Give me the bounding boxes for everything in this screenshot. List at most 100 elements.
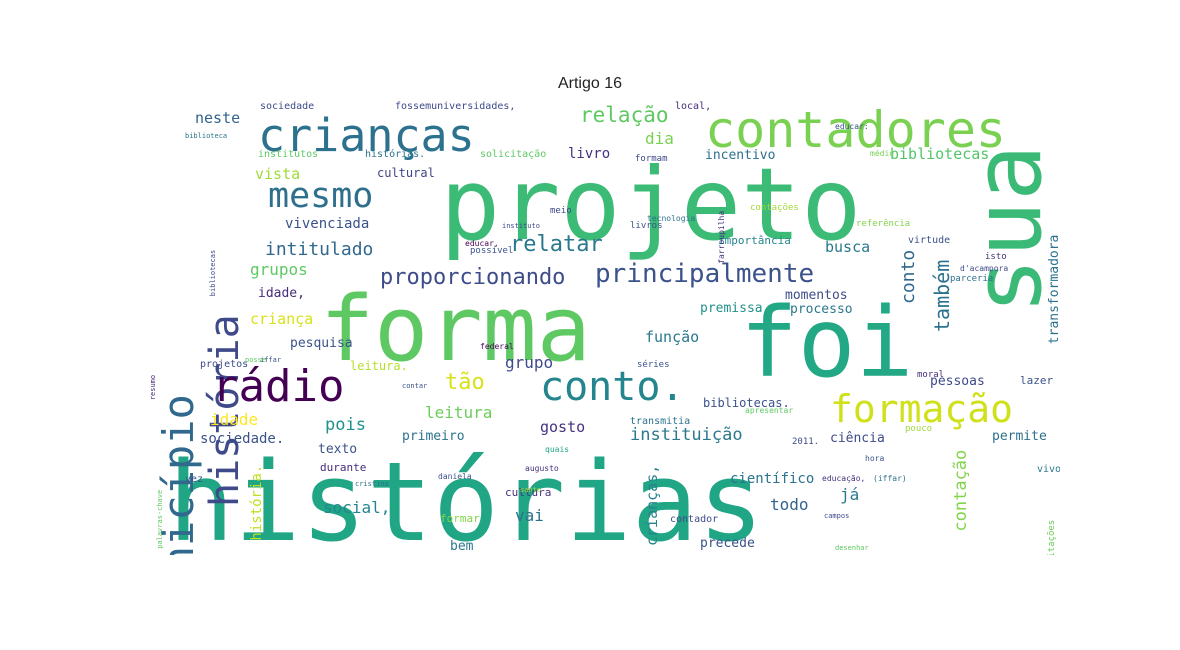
cloud-word: pouco <box>905 424 933 434</box>
cloud-word: principalmente <box>595 259 815 289</box>
cloud-word: incentivo <box>705 148 776 163</box>
cloud-word: lazer <box>1020 374 1054 387</box>
cloud-word: neste <box>195 109 241 127</box>
cloud-word: idade, <box>258 286 305 301</box>
cloud-word: leitura <box>425 403 493 422</box>
cloud-word: gosto <box>540 418 586 436</box>
cloud-word: daniela <box>438 472 472 481</box>
cloud-word: contadores <box>705 101 1007 159</box>
cloud-word: solicitação <box>480 149 547 160</box>
cloud-word: social, <box>323 498 391 517</box>
cloud-word: sociedade <box>260 101 315 112</box>
cloud-word: formação <box>830 387 1014 431</box>
cloud-word: momentos <box>785 288 848 303</box>
cloud-word: relação <box>580 103 669 127</box>
cloud-word: bibliotecas. <box>703 396 790 410</box>
cloud-word: texto <box>318 442 358 457</box>
cloud-word: pesquisa <box>290 336 353 351</box>
cloud-word: possível <box>470 246 514 256</box>
cloud-word: proporcionando <box>380 265 566 290</box>
cloud-word: referência <box>856 219 911 229</box>
cloud-word: meio <box>550 206 572 216</box>
cloud-word: cristina <box>355 480 389 488</box>
cloud-word: precede <box>700 536 755 551</box>
cloud-word: crianças <box>258 109 475 162</box>
cloud-word: augusto <box>525 464 559 473</box>
cloud-word: transmitia <box>630 416 691 427</box>
cloud-word: vai <box>515 506 544 525</box>
cloud-word: cultural <box>377 166 435 180</box>
word-cloud: histórias projeto forma sua foi crianças conta… <box>140 95 1060 556</box>
cloud-word: contar <box>402 382 428 390</box>
cloud-word: contações <box>750 203 799 213</box>
cloud-word: parceria <box>950 274 994 284</box>
cloud-word: 2011. <box>792 437 820 447</box>
cloud-word: conto <box>898 249 919 304</box>
cloud-word: farroupilha <box>717 210 726 264</box>
cloud-word: intitulado <box>265 239 374 260</box>
cloud-word: instituição <box>630 425 743 445</box>
cloud-word: pessoas <box>930 374 985 389</box>
cloud-word: iffar <box>260 356 282 364</box>
cloud-word: bibliotecas <box>890 145 990 163</box>
cloud-word: moral <box>917 370 945 380</box>
cloud-word: educar: <box>835 122 869 131</box>
cloud-word: história. <box>249 464 265 541</box>
cloud-word: santo <box>520 486 542 494</box>
cloud-word: solicitações <box>1047 519 1057 555</box>
cloud-word: (iffar) <box>873 474 907 483</box>
cloud-word: bibliotecas <box>209 249 217 297</box>
cloud-word: médio <box>870 149 895 158</box>
cloud-word: durante <box>320 461 367 474</box>
cloud-word: permite <box>992 429 1047 444</box>
cloud-word: isto <box>985 252 1007 262</box>
cloud-word: sua <box>954 144 1060 315</box>
cloud-word: dia <box>645 129 674 148</box>
cloud-word: crianças, <box>643 464 661 546</box>
cloud-word: vez <box>185 474 204 485</box>
cloud-word: também <box>930 259 954 332</box>
cloud-word: primeiro <box>402 429 465 444</box>
cloud-word: ciência <box>830 431 885 446</box>
cloud-word: fossemuniversidades, <box>395 101 516 112</box>
cloud-word: séries <box>637 360 670 370</box>
cloud-word: instituto <box>502 222 540 230</box>
cloud-word: busca <box>825 238 871 256</box>
cloud-word: hora <box>865 454 885 463</box>
cloud-word: criança <box>250 310 314 328</box>
cloud-word: palavras-chave <box>156 489 164 549</box>
cloud-word: foi <box>740 287 914 399</box>
cloud-word: idade <box>210 410 259 429</box>
cloud-word: contador <box>670 514 719 525</box>
cloud-word: relatar <box>510 232 603 257</box>
cloud-word: projeto <box>440 146 862 263</box>
cloud-word: importância <box>718 234 791 247</box>
cloud-word: função <box>645 328 700 346</box>
cloud-word: vista <box>255 165 301 183</box>
cloud-word: d'acampora <box>960 264 1009 273</box>
cloud-word: livro <box>568 146 611 162</box>
cloud-word: vivo, <box>1037 464 1060 475</box>
cloud-word: contação <box>951 449 971 532</box>
chart-title: Artigo 16 <box>557 75 623 92</box>
cloud-word: mesmo <box>268 176 374 216</box>
cloud-word: institutos <box>258 149 319 160</box>
cloud-word: leitura. <box>350 359 408 373</box>
cloud-word: campos <box>824 512 850 520</box>
cloud-word: apresentar <box>745 406 794 415</box>
cloud-word: histórias <box>168 438 765 555</box>
cloud-word: vivenciada <box>285 216 370 232</box>
cloud-word: formar <box>440 512 480 525</box>
cloud-word: quais <box>545 445 570 454</box>
cloud-word: tão <box>445 370 485 395</box>
cloud-word: todo <box>770 495 809 514</box>
cloud-word: já <box>840 485 860 504</box>
cloud-word: grupos <box>250 260 308 279</box>
cloud-word: virtude <box>908 235 951 246</box>
cloud-word: conto. <box>540 364 685 410</box>
cloud-word: científico <box>730 471 815 487</box>
cloud-word: biblioteca <box>185 132 228 140</box>
cloud-word: livros <box>630 221 663 231</box>
cloud-word: federal <box>480 342 514 351</box>
cloud-word: premissa <box>700 301 763 316</box>
